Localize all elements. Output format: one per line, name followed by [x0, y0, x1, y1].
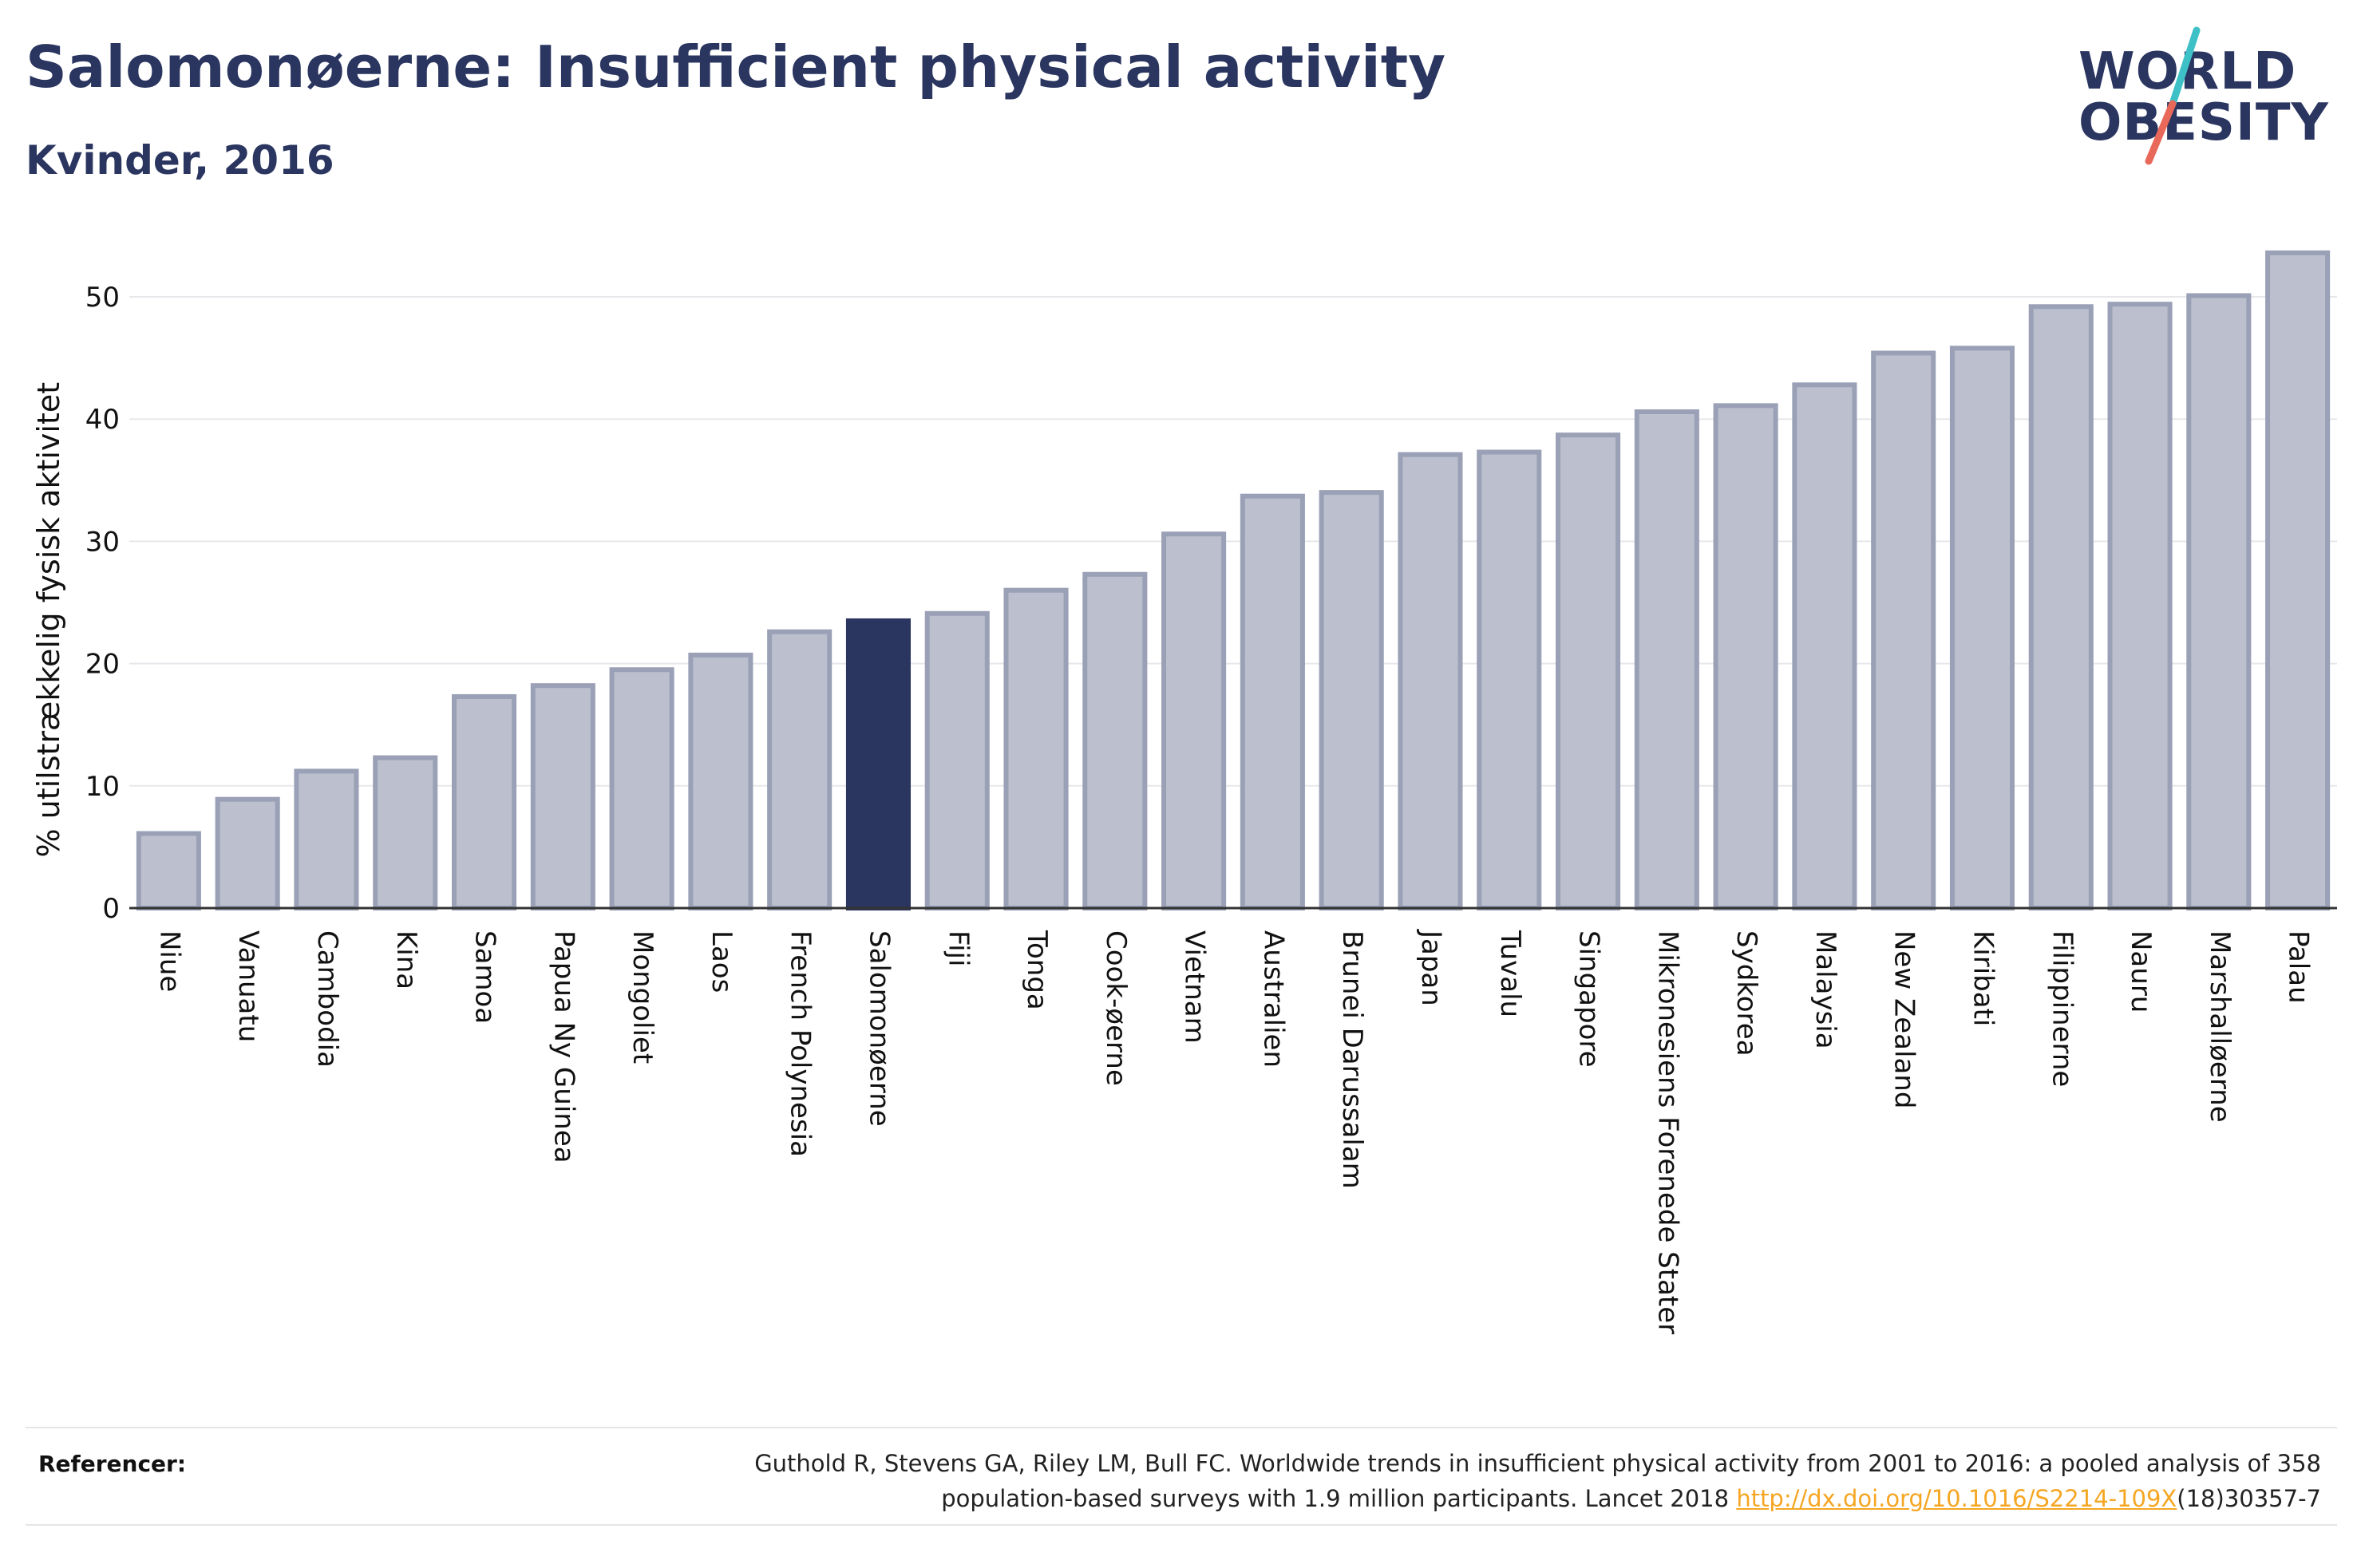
- bar: [1161, 531, 1227, 910]
- x-tick-label: Salomonøerne: [863, 930, 895, 1127]
- x-tick-label: New Zealand: [1888, 930, 1920, 1108]
- x-tick-label: Papua Ny Guinea: [548, 930, 579, 1163]
- x-tick-label: Malaysia: [1809, 930, 1841, 1049]
- x-tick-label: Australien: [1257, 930, 1289, 1068]
- bar: [1003, 587, 1069, 910]
- logo-text-obesity: OBESITY: [2078, 93, 2329, 152]
- reference-text-post: (18)30357-7: [2177, 1485, 2321, 1512]
- bar: [294, 768, 359, 911]
- bar: [215, 796, 280, 910]
- bar: [530, 683, 595, 911]
- chart-subtitle: Kvinder, 2016: [26, 137, 334, 184]
- bar: [688, 652, 753, 910]
- bars: [136, 250, 2331, 911]
- bar: [136, 831, 201, 910]
- bar-highlighted: [845, 618, 912, 910]
- bar: [2186, 293, 2252, 910]
- bar: [1240, 493, 1305, 910]
- x-tick-labels: Niue Vanuatu Cambodia Kina Samoa Papua Ny Gui…: [153, 929, 2314, 1334]
- bar: [2028, 304, 2094, 911]
- bar: [767, 629, 832, 910]
- chart-title: Salomonøerne: Insufficient physical acti…: [26, 34, 1446, 101]
- bar: [2107, 302, 2173, 910]
- bar: [2265, 250, 2331, 910]
- y-tick-label: 40: [85, 404, 120, 436]
- x-tick-label: Laos: [706, 930, 738, 993]
- bar: [451, 693, 517, 910]
- x-tick-label: Japan: [1415, 929, 1447, 1006]
- x-tick-label: Cook-øerne: [1100, 930, 1132, 1086]
- logo-slash-icon: [2145, 26, 2201, 165]
- bar: [924, 610, 990, 911]
- y-tick-label: 0: [102, 893, 120, 925]
- references-label: Referencer:: [38, 1451, 187, 1477]
- x-tick-label: Mikronesiens Forenede Stater: [1651, 930, 1683, 1334]
- reference-text-pre: population-based surveys with 1.9 millio…: [941, 1485, 1737, 1512]
- bar: [1082, 571, 1148, 910]
- bar: [373, 755, 438, 911]
- x-tick-label: Kiribati: [1967, 930, 1999, 1026]
- x-tick-label: Mongoliet: [627, 930, 658, 1064]
- y-tick-labels: 0 10 20 30 40 50: [85, 282, 120, 925]
- footer-divider-top: [26, 1427, 2337, 1428]
- world-obesity-logo: WORLD OBESITY: [2075, 24, 2347, 168]
- y-tick-label: 20: [85, 649, 120, 681]
- x-tick-label: French Polynesia: [785, 930, 817, 1157]
- bar: [1477, 449, 1542, 910]
- footer-divider-bottom: [26, 1524, 2337, 1526]
- bar: [1871, 350, 1936, 910]
- bar: [1792, 382, 1857, 910]
- x-tick-label: Tonga: [1021, 930, 1053, 1010]
- x-tick-label: Filippinerne: [2046, 930, 2078, 1087]
- bar: [609, 667, 674, 910]
- reference-doi-link[interactable]: http://dx.doi.org/10.1016/S2214-109X: [1736, 1485, 2177, 1512]
- bar: [1949, 346, 2015, 910]
- bar: [1634, 409, 1699, 910]
- references-text: Guthold R, Stevens GA, Riley LM, Bull FC…: [485, 1446, 2321, 1516]
- bar: [1555, 432, 1621, 910]
- x-tick-label: Brunei Darussalam: [1336, 930, 1368, 1189]
- y-tick-label: 30: [85, 526, 120, 558]
- bar: [1713, 403, 1778, 910]
- y-tick-label: 50: [85, 282, 120, 314]
- x-tick-label: Sydkorea: [1730, 930, 1762, 1057]
- x-tick-label: Nauru: [2125, 930, 2157, 1013]
- x-tick-label: Singapore: [1573, 930, 1605, 1068]
- x-tick-label: Palau: [2283, 930, 2315, 1004]
- x-tick-label: Samoa: [469, 930, 501, 1024]
- x-tick-label: Vanuatu: [232, 930, 264, 1042]
- reference-line-2: population-based surveys with 1.9 millio…: [485, 1481, 2321, 1516]
- y-tick-label: 10: [85, 771, 120, 803]
- x-tick-label: Cambodia: [311, 930, 343, 1068]
- bar: [1398, 452, 1463, 910]
- x-tick-label: Marshalløerne: [2204, 930, 2236, 1123]
- bar: [1319, 490, 1384, 910]
- x-tick-label: Fiji: [942, 930, 974, 966]
- y-axis-title: % utilstrækkelig fysisk aktivitet: [31, 382, 66, 858]
- x-tick-label: Niue: [153, 930, 185, 992]
- x-tick-label: Tuvalu: [1494, 930, 1526, 1017]
- x-tick-label: Vietnam: [1179, 930, 1211, 1044]
- reference-line-1: Guthold R, Stevens GA, Riley LM, Bull FC…: [754, 1450, 2321, 1477]
- x-tick-label: Kina: [390, 930, 422, 989]
